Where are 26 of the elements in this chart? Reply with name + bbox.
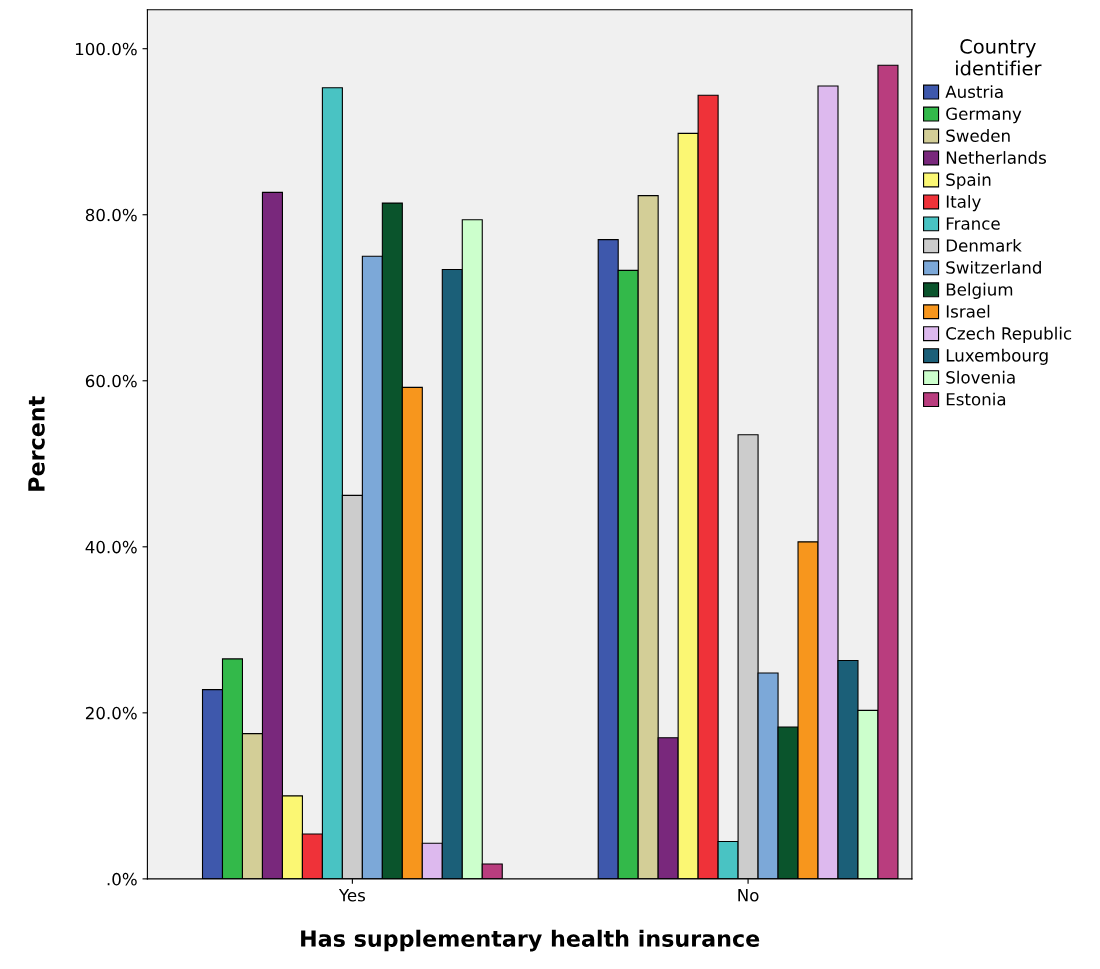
x-tick-label: No (738, 889, 759, 902)
legend-label: Austria (945, 85, 1003, 99)
legend-label: Belgium (946, 282, 1013, 299)
legend-label: Slovenia (946, 370, 1015, 384)
legend-label: Israel (946, 304, 990, 318)
legend-label: Italy (946, 195, 981, 212)
y-tick-label: .0% (107, 872, 137, 886)
x-tick-label: Yes (338, 889, 366, 902)
legend-label: Estonia (946, 392, 1006, 406)
legend-label: Denmark (946, 238, 1022, 252)
y-tick-label: 80.0% (85, 208, 137, 222)
y-tick-label: 40.0% (85, 540, 137, 554)
legend-label: Spain (946, 173, 991, 190)
legend-label: France (946, 217, 1000, 230)
y-tick-label: 100.0% (75, 42, 137, 56)
x-axis-title: Has supplementary health insurance (301, 929, 760, 952)
legend-title: Country identifier (956, 39, 1042, 76)
legend-label: Sweden (946, 129, 1010, 142)
y-tick-label: 20.0% (85, 706, 137, 720)
y-tick-label: 60.0% (85, 374, 137, 388)
legend-label: Luxembourg (946, 348, 1048, 365)
legend-label: Netherlands (946, 151, 1047, 164)
legend-label: Germany (946, 107, 1022, 124)
y-axis-title: Percent (28, 396, 45, 491)
legend-label: Czech Republic (946, 326, 1072, 343)
legend-label: Switzerland (946, 260, 1041, 274)
